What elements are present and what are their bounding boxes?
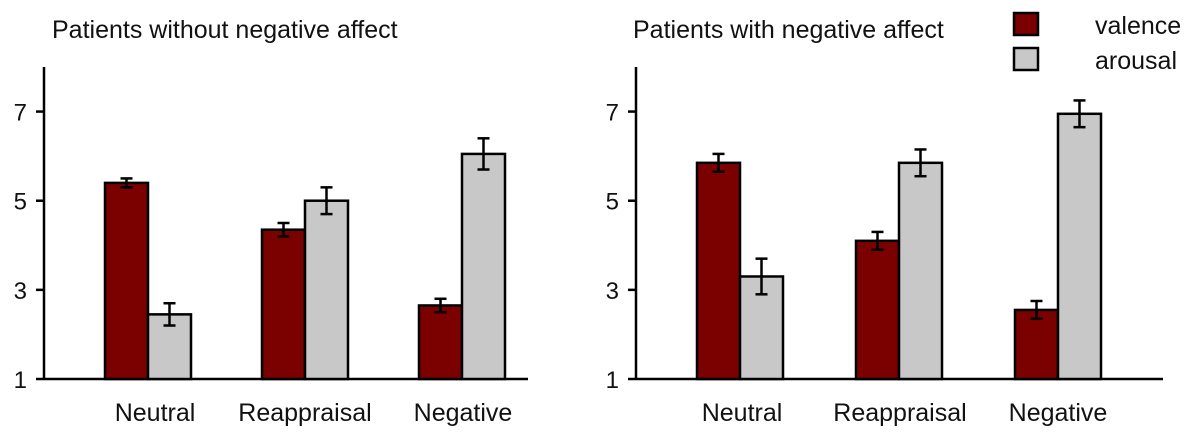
legend-label-valence: valence	[1095, 12, 1181, 40]
x-tick-label: Negative	[1009, 399, 1108, 427]
bar-arousal	[897, 161, 944, 381]
y-tick-label: 3	[606, 278, 619, 305]
bar-arousal	[303, 199, 350, 381]
x-tick-label: Neutral	[115, 399, 196, 427]
bar-valence	[854, 239, 901, 381]
chart-title-right: Patients with negative affect	[633, 16, 944, 44]
chart-panel-left: 1 3 5 7 Neutral Reappraisal Negative	[14, 67, 528, 427]
bar-valence	[695, 161, 742, 381]
x-tick-label: Neutral	[702, 399, 783, 427]
chart-title-left: Patients without negative affect	[52, 16, 398, 44]
x-tick-label: Reappraisal	[238, 399, 371, 427]
bar-valence	[260, 228, 307, 381]
legend: valence arousal	[1012, 11, 1181, 75]
y-tick-label: 3	[14, 278, 27, 305]
y-tick-label: 1	[606, 367, 619, 394]
bar-arousal	[460, 152, 507, 381]
y-tick-label: 7	[14, 100, 27, 127]
legend-label-arousal: arousal	[1095, 47, 1177, 75]
bar-valence	[417, 304, 464, 381]
bar-valence	[103, 181, 150, 381]
legend-swatch-valence	[1012, 11, 1040, 37]
legend-swatch-arousal	[1012, 46, 1040, 72]
y-tick-label: 7	[606, 100, 619, 127]
bar-arousal	[1056, 112, 1103, 381]
y-tick-label: 5	[14, 189, 27, 216]
bar-valence	[1013, 308, 1060, 381]
x-tick-label: Reappraisal	[833, 399, 966, 427]
chart-panel-right: 1 3 5 7 Neutral Reappraisal Negative	[606, 67, 1163, 427]
y-tick-label: 1	[14, 367, 27, 394]
y-tick-label: 5	[606, 189, 619, 216]
x-tick-label: Negative	[414, 399, 513, 427]
